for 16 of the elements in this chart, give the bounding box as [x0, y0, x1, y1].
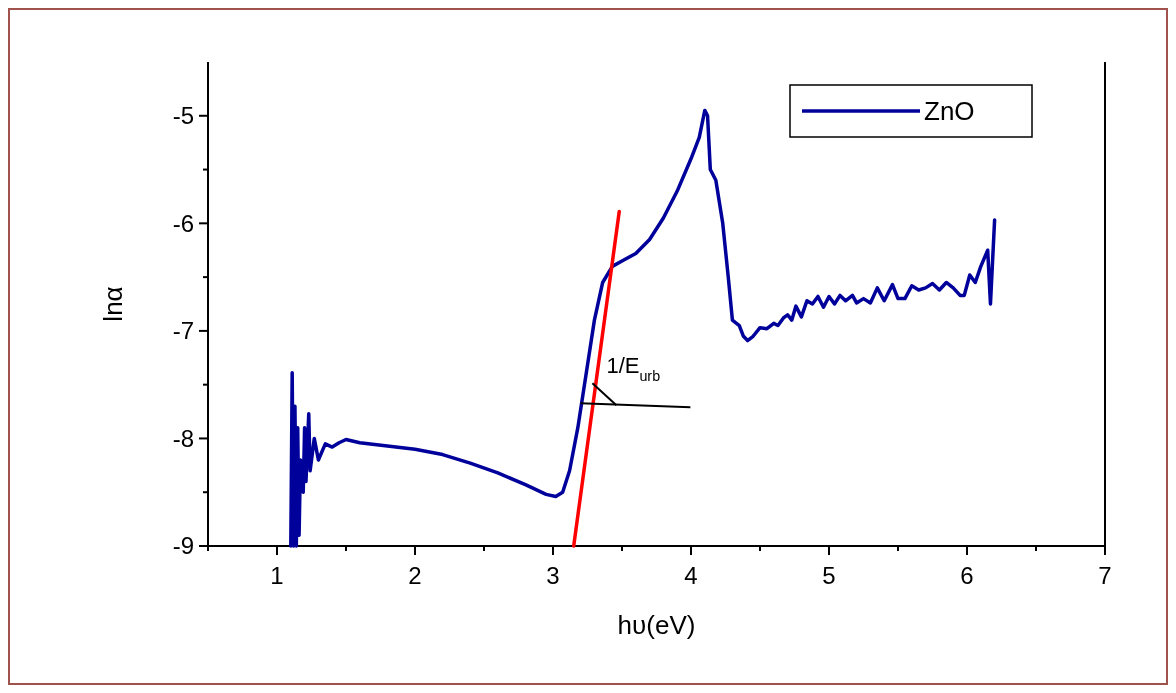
x-tick-label: 6 — [960, 562, 974, 589]
y-tick-label: -6 — [172, 209, 194, 237]
x-tick-label: 3 — [546, 562, 560, 589]
x-tick-label: 2 — [408, 562, 422, 589]
y-axis-title: lnα — [98, 286, 128, 322]
x-tick-label: 1 — [270, 562, 284, 589]
y-tick-label: -5 — [172, 102, 194, 130]
y-tick-label: -9 — [172, 532, 194, 560]
x-axis-title: hυ(eV) — [617, 610, 696, 640]
y-tick-label: -7 — [172, 317, 194, 345]
annotation: 1/E$_{urb}$ — [606, 353, 661, 385]
y-tick-label: -8 — [172, 424, 194, 452]
x-tick-label: 7 — [1098, 562, 1112, 589]
legend-label: ZnO — [924, 96, 975, 127]
x-tick-label: 4 — [684, 562, 698, 589]
x-tick-label: 5 — [822, 562, 836, 589]
